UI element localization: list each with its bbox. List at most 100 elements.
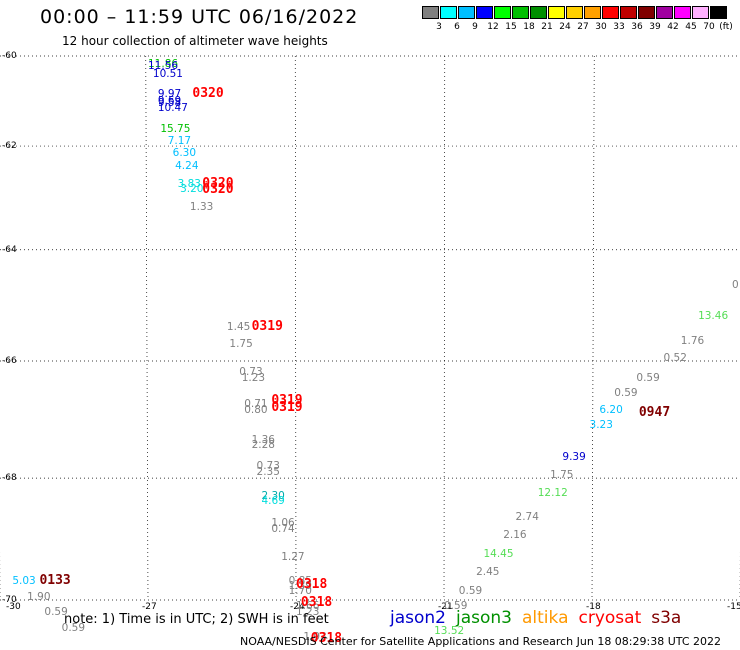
legend-swatch (584, 6, 601, 19)
wave-height-value: 0.80 (244, 404, 268, 417)
wave-height-value: 1.33 (189, 201, 214, 214)
wave-height-value: 2.28 (251, 439, 275, 452)
wave-height-value: 1.36 (251, 433, 275, 446)
legend-label: 30 (595, 22, 607, 32)
wave-height-value: 10.47 (157, 101, 188, 114)
wave-height-value: 2.74 (515, 511, 539, 524)
wave-height-value: 0.74 (271, 523, 295, 536)
lon-tick-label: -27 (142, 602, 157, 612)
wave-height-value: 0.59 (614, 386, 638, 399)
wave-height-value: 14.45 (483, 547, 514, 560)
legend-label: 21 (541, 22, 553, 32)
legend-swatch (602, 6, 619, 19)
wave-height-value: 4.24 (175, 160, 199, 173)
satellite-s3a: s3a (651, 608, 682, 628)
wave-height-value: 2.45 (476, 566, 500, 579)
wave-height-value: 9.69 (157, 94, 182, 107)
footnote: note: 1) Time is in UTC; 2) SWH is in fe… (64, 612, 329, 627)
wave-height-value: 11.86 (148, 57, 179, 70)
pass-time-label: 0947 (638, 405, 671, 421)
legend-label: 3 (436, 22, 442, 32)
legend-swatch (620, 6, 637, 19)
wave-height-value: 1.70 (288, 585, 312, 598)
wave-height-value: 0.59 (458, 584, 483, 597)
legend-unit: (ft) (719, 22, 733, 32)
wave-height-value: 1.45 (226, 320, 251, 333)
pass-time-label: 0320 (202, 182, 234, 198)
wave-height-value: 0.59 (636, 372, 660, 385)
satellite-jason2: jason2 (390, 608, 446, 628)
wave-height-value: 1.39 (288, 580, 312, 593)
legend-label: 39 (649, 22, 661, 32)
wave-height-value: 0.52 (663, 352, 687, 365)
credit-line: NOAA/NESDIS Center for Satellite Applica… (240, 635, 722, 648)
wave-height-value: 2.16 (503, 529, 527, 542)
wave-height-value: 1.75 (550, 469, 574, 482)
wave-height-value: 13.52 (434, 625, 465, 638)
legend-swatch (566, 6, 583, 19)
wave-height-value: 7.17 (167, 135, 192, 148)
wave-height-value: 15.75 (160, 122, 191, 135)
pass-time-label: 0319 (251, 318, 283, 334)
wave-height-value: 1.90 (27, 590, 51, 603)
satellite-jason3: jason3 (456, 608, 512, 628)
lat-tick-label: -62 (2, 141, 17, 152)
pass-time-label: 0320 (202, 175, 234, 191)
legend-label: 45 (685, 22, 697, 32)
wave-height-value: 2.30 (261, 490, 285, 503)
legend-swatch (710, 6, 727, 19)
legend-swatch (692, 6, 709, 19)
wave-height-value: 3.20 (180, 182, 204, 195)
wave-height-value: 3.83 (177, 177, 201, 190)
wave-height-value: 4.69 (261, 494, 285, 507)
satellite-cryosat: cryosat (578, 608, 642, 628)
legend-label: 42 (667, 22, 679, 32)
legend-label: 12 (487, 22, 499, 32)
pass-time-label: 0318 (300, 595, 333, 611)
legend-swatch (494, 6, 511, 19)
lon-gridline (443, 55, 446, 601)
wave-height-value: 13.46 (698, 309, 729, 322)
legend-label: 70 (703, 22, 715, 32)
wave-height-value: 0.59 (44, 606, 68, 619)
legend-swatch (548, 6, 565, 19)
pass-time-label: 0133 (39, 573, 71, 589)
wave-height-value: 11.56 (148, 59, 179, 72)
legend-label: 18 (523, 22, 535, 32)
wave-height-value: 0.85 (288, 575, 312, 588)
wave-height-value: 1.23 (241, 372, 266, 385)
pass-time-label: 0318 (296, 576, 328, 592)
legend-swatch (458, 6, 475, 19)
wave-height-value: 2.35 (256, 466, 280, 479)
wave-height-value: 1.23 (296, 606, 320, 619)
lon-gridline (145, 55, 149, 601)
wave-height-value: 1.93 (303, 631, 327, 644)
map-title: 00:00 – 11:59 UTC 06/16/2022 (40, 6, 359, 28)
wave-height-value: 1.76 (680, 335, 705, 348)
lon-tick-label: -15 (727, 602, 740, 612)
legend-swatch (638, 6, 655, 19)
wave-height-value: 0 (732, 279, 739, 292)
wave-height-value: 9.39 (562, 451, 586, 464)
wave-height-value: 0.59 (61, 622, 86, 634)
lon-tick-label: -30 (6, 602, 21, 612)
lat-tick-label: -70 (2, 595, 17, 605)
satellite-legend: jason2 jason3 altika cryosat s3a (390, 608, 691, 628)
legend-swatch (476, 6, 493, 19)
wave-height-value: 0.73 (239, 366, 263, 379)
map-subtitle: 12 hour collection of altimeter wave hei… (62, 34, 328, 48)
pass-time-label: 0318 (310, 630, 343, 646)
legend-swatch (674, 6, 691, 19)
legend-swatch (440, 6, 457, 19)
legend-label: 15 (505, 22, 517, 32)
lon-gridline (591, 55, 595, 601)
wave-height-value: 9.58 (157, 96, 182, 109)
wave-height-value: 6.30 (172, 147, 197, 160)
wave-height-value: 5.03 (12, 575, 36, 588)
legend-label: 27 (577, 22, 589, 32)
pass-time-label: 0319 (271, 400, 303, 416)
wave-height-value: 0.73 (256, 460, 280, 473)
legend-swatch (422, 6, 439, 19)
